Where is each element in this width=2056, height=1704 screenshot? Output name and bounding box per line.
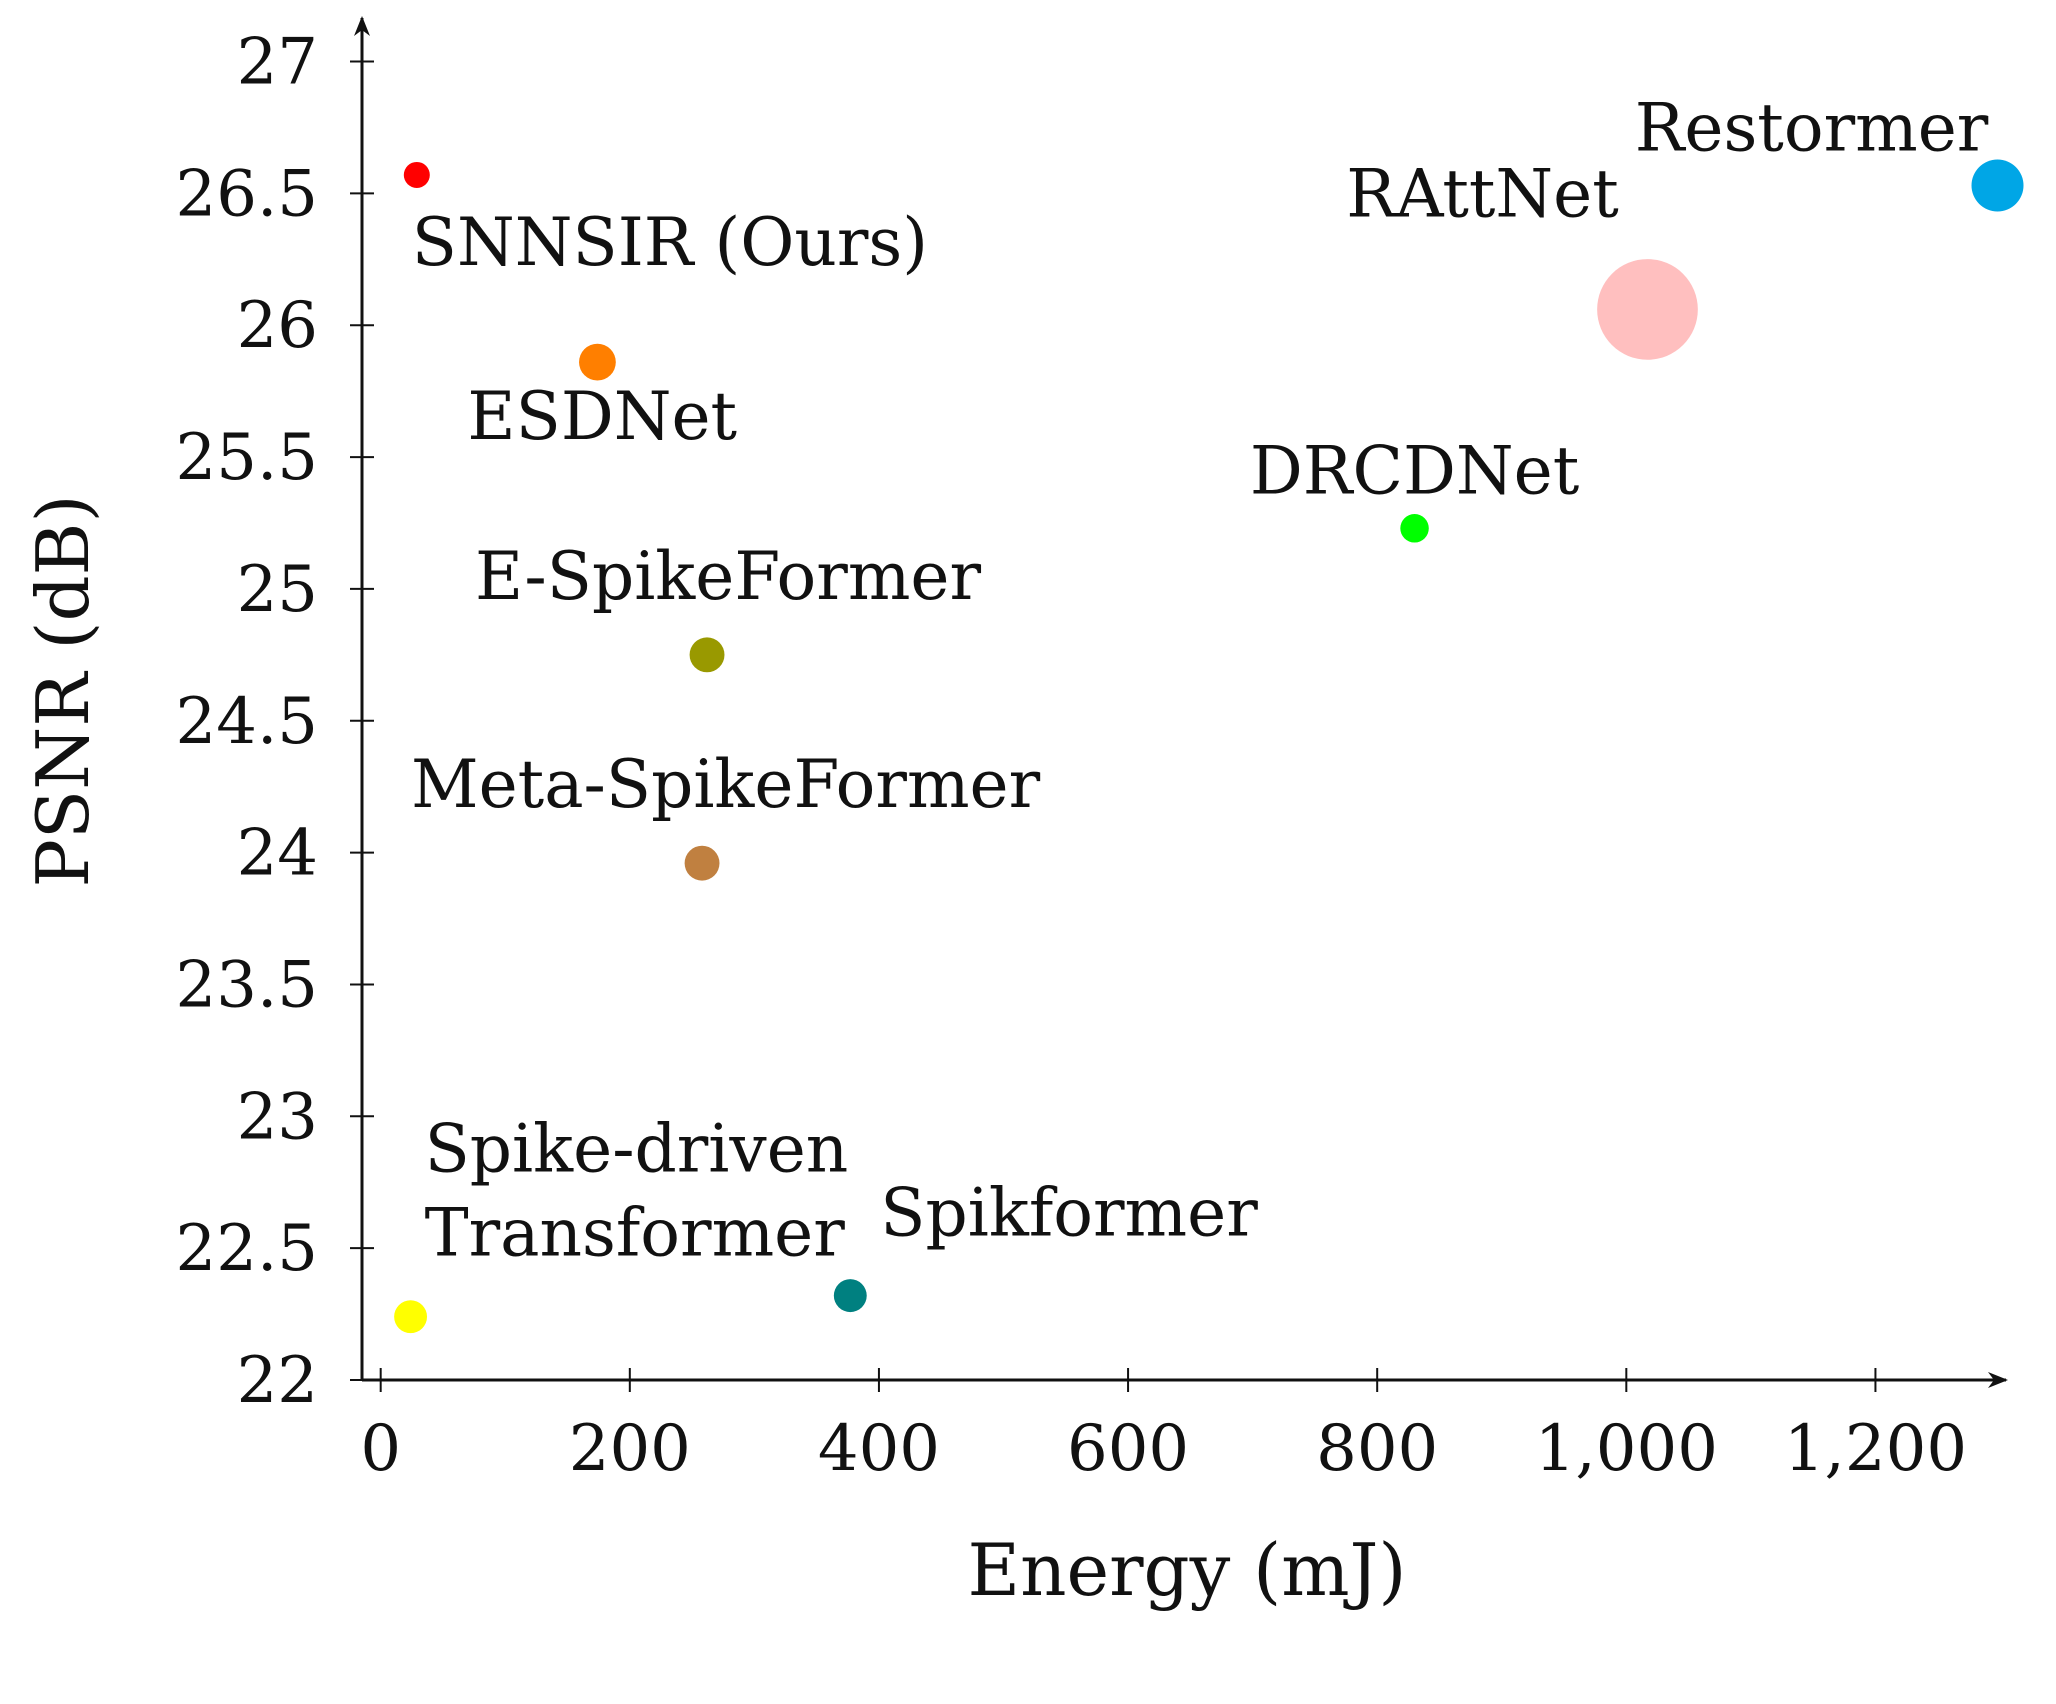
label-drcdnet: DRCDNet [1250, 432, 1579, 509]
y-axis-title: PSNR (dB) [21, 494, 105, 887]
y-tick-label: 27 [237, 26, 318, 100]
data-points [394, 159, 2024, 1334]
x-tick-label: 600 [1067, 1412, 1189, 1486]
y-tick-label: 24.5 [176, 685, 319, 759]
x-axis-title: Energy (mJ) [968, 1528, 1407, 1612]
x-tick-label: 800 [1316, 1412, 1438, 1486]
x-tick-label: 200 [569, 1412, 691, 1486]
y-tick-label: 25 [237, 553, 318, 627]
y-tick-label: 22.5 [176, 1212, 319, 1286]
label-esdnet: ESDNet [467, 378, 737, 455]
label-restormer: Restormer [1635, 89, 1989, 166]
point-spike-driven-transformer [394, 1300, 428, 1334]
point-e-spikeformer [689, 637, 725, 673]
point-esdnet [579, 343, 616, 381]
point-meta-spikeformer [684, 845, 720, 881]
x-tick-label: 1,000 [1535, 1412, 1718, 1486]
point-spikformer [833, 1279, 867, 1313]
point-labels: SNNSIR (Ours) ESDNet E-SpikeFormer Meta-Spi… [411, 89, 1989, 1271]
label-e-spikeformer: E-SpikeFormer [475, 538, 981, 615]
y-tick-label: 26 [237, 289, 318, 363]
label-snnsir-ours: SNNSIR (Ours) [412, 204, 928, 281]
point-restormer [1971, 159, 2024, 212]
x-tick-label: 400 [818, 1412, 940, 1486]
x-ticks: 0 200 400 600 800 1,000 1,200 [360, 1368, 1967, 1486]
x-tick-label: 0 [360, 1412, 401, 1486]
y-tick-label: 25.5 [176, 421, 319, 495]
y-tick-label: 23.5 [176, 948, 319, 1022]
label-meta-spikeformer: Meta-SpikeFormer [411, 746, 1041, 823]
y-ticks: 22 22.5 23 23.5 24 24.5 25 25.5 26 26.5 27 [176, 26, 374, 1418]
point-drcdnet [1400, 514, 1429, 543]
label-spike-driven-transformer: Spike-driven Transformer [425, 1111, 849, 1272]
point-rattnet [1597, 259, 1698, 360]
point-snnsir-ours [403, 161, 430, 188]
axes [354, 16, 2008, 1388]
y-tick-label: 26.5 [176, 157, 319, 231]
x-tick-label: 1,200 [1784, 1412, 1967, 1486]
label-spikformer: Spikformer [880, 1175, 1258, 1252]
y-tick-label: 24 [237, 817, 318, 891]
y-tick-label: 23 [237, 1080, 318, 1154]
y-tick-label: 22 [237, 1344, 318, 1418]
label-rattnet: RAttNet [1346, 155, 1619, 232]
